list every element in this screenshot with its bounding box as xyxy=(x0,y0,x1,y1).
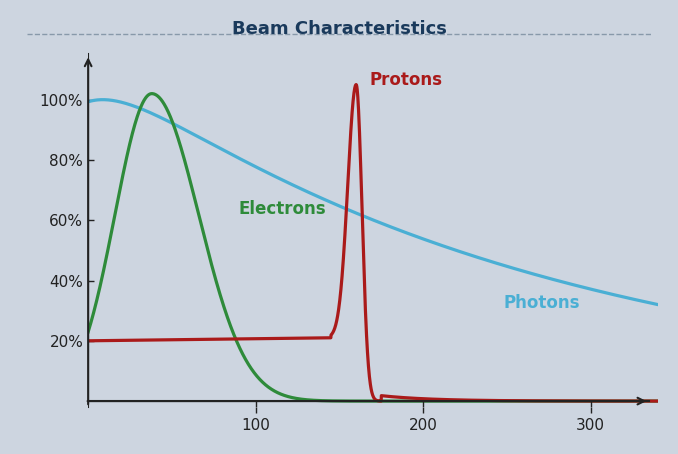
Text: Photons: Photons xyxy=(504,294,580,311)
Text: Electrons: Electrons xyxy=(239,200,327,218)
Text: Protons: Protons xyxy=(370,70,443,89)
Text: Beam Characteristics: Beam Characteristics xyxy=(232,20,446,39)
